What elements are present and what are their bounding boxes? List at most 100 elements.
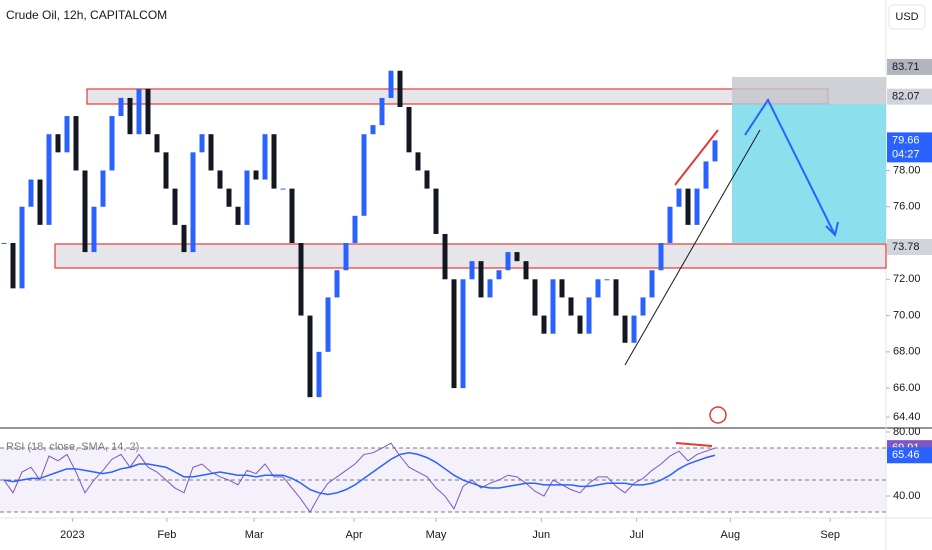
candle bbox=[352, 215, 358, 244]
rsi-title: RSI (18, close, SMA, 14, 2) bbox=[6, 441, 139, 453]
candle bbox=[10, 243, 16, 289]
rsi-line bbox=[3, 442, 716, 513]
candle bbox=[244, 170, 250, 225]
candle bbox=[118, 97, 124, 117]
currency-label[interactable]: USD bbox=[895, 11, 918, 23]
candle bbox=[478, 261, 484, 298]
candle bbox=[163, 152, 169, 189]
target-box bbox=[732, 104, 886, 243]
candle bbox=[289, 188, 295, 244]
currency-button[interactable] bbox=[888, 4, 926, 30]
candle bbox=[370, 125, 376, 135]
candle bbox=[532, 279, 538, 316]
price-tag-label: 82.07 bbox=[892, 91, 920, 103]
price-tag-label: 73.78 bbox=[892, 241, 920, 253]
projection-arrow bbox=[744, 97, 836, 236]
candle bbox=[217, 170, 223, 189]
candle bbox=[127, 97, 133, 135]
candle bbox=[199, 134, 205, 153]
candle bbox=[424, 170, 430, 189]
candle bbox=[280, 188, 286, 190]
value-tag-label: 65.46 bbox=[892, 449, 920, 461]
chart-title: Crude Oil, 12h, CAPITALCOM bbox=[6, 8, 167, 22]
y-tick-label: 66.00 bbox=[893, 382, 921, 394]
candle bbox=[388, 70, 394, 98]
price-tag bbox=[887, 239, 932, 256]
candle bbox=[667, 206, 673, 244]
candle bbox=[145, 88, 151, 135]
candle bbox=[73, 116, 79, 171]
resistance-zone bbox=[86, 88, 829, 105]
candle bbox=[208, 134, 214, 171]
candle bbox=[541, 315, 547, 334]
candle bbox=[55, 134, 61, 153]
candle bbox=[523, 261, 529, 280]
candle bbox=[613, 279, 619, 316]
candle bbox=[469, 261, 475, 280]
candle bbox=[694, 188, 700, 225]
candle bbox=[334, 270, 340, 298]
candle bbox=[640, 297, 646, 316]
x-tick-label: Sep bbox=[820, 529, 840, 541]
candle bbox=[109, 116, 115, 171]
candle bbox=[676, 188, 682, 207]
candle bbox=[271, 134, 277, 189]
y-tick-label: 68.00 bbox=[893, 346, 921, 358]
candle bbox=[703, 161, 709, 189]
candle bbox=[253, 170, 259, 180]
candle bbox=[496, 270, 502, 280]
x-tick-label: Aug bbox=[721, 529, 741, 541]
candle bbox=[442, 233, 448, 280]
y-tick-label: 40.00 bbox=[893, 490, 921, 502]
price-tag-countdown: 04:27 bbox=[892, 148, 920, 160]
stop-box bbox=[732, 77, 886, 104]
x-tick-label: Feb bbox=[157, 529, 176, 541]
candle bbox=[649, 270, 655, 298]
trend-line bbox=[624, 129, 761, 366]
candle bbox=[622, 315, 628, 343]
candle bbox=[559, 279, 565, 298]
candle bbox=[82, 170, 88, 253]
candle bbox=[658, 243, 664, 271]
event-icon[interactable] bbox=[709, 406, 727, 424]
candle bbox=[397, 70, 403, 107]
price-tag-label: 83.71 bbox=[892, 61, 920, 73]
candle bbox=[235, 206, 241, 225]
candle bbox=[307, 315, 313, 398]
candle bbox=[460, 279, 466, 389]
price-tag-label: 79.66 bbox=[892, 134, 920, 146]
arrow-head bbox=[825, 221, 839, 237]
candle bbox=[1, 243, 7, 245]
candle bbox=[415, 152, 421, 171]
candle bbox=[226, 188, 232, 207]
candle bbox=[451, 279, 457, 389]
y-tick-label: 70.00 bbox=[893, 309, 921, 321]
candle bbox=[190, 152, 196, 253]
candle bbox=[505, 252, 511, 271]
candle bbox=[172, 188, 178, 225]
y-tick-label: 72.00 bbox=[893, 273, 921, 285]
price-tag bbox=[887, 88, 932, 105]
y-tick-label: 76.00 bbox=[893, 201, 921, 213]
candle bbox=[100, 170, 106, 207]
rsi-divergence-line bbox=[675, 442, 713, 447]
candle bbox=[316, 351, 322, 398]
candle bbox=[514, 252, 520, 262]
divergence-line bbox=[674, 129, 719, 186]
candle bbox=[433, 188, 439, 234]
x-tick-label: Jun bbox=[532, 529, 550, 541]
x-tick-label: May bbox=[426, 529, 447, 541]
x-tick-label: Mar bbox=[245, 529, 264, 541]
candle bbox=[154, 134, 160, 153]
candle bbox=[487, 279, 493, 298]
candle bbox=[64, 116, 70, 153]
candle bbox=[19, 206, 25, 289]
candle bbox=[325, 297, 331, 352]
rsi-line bbox=[3, 452, 716, 496]
candle bbox=[181, 224, 187, 253]
candle bbox=[631, 315, 637, 343]
candle bbox=[343, 243, 349, 271]
candle bbox=[46, 134, 52, 225]
